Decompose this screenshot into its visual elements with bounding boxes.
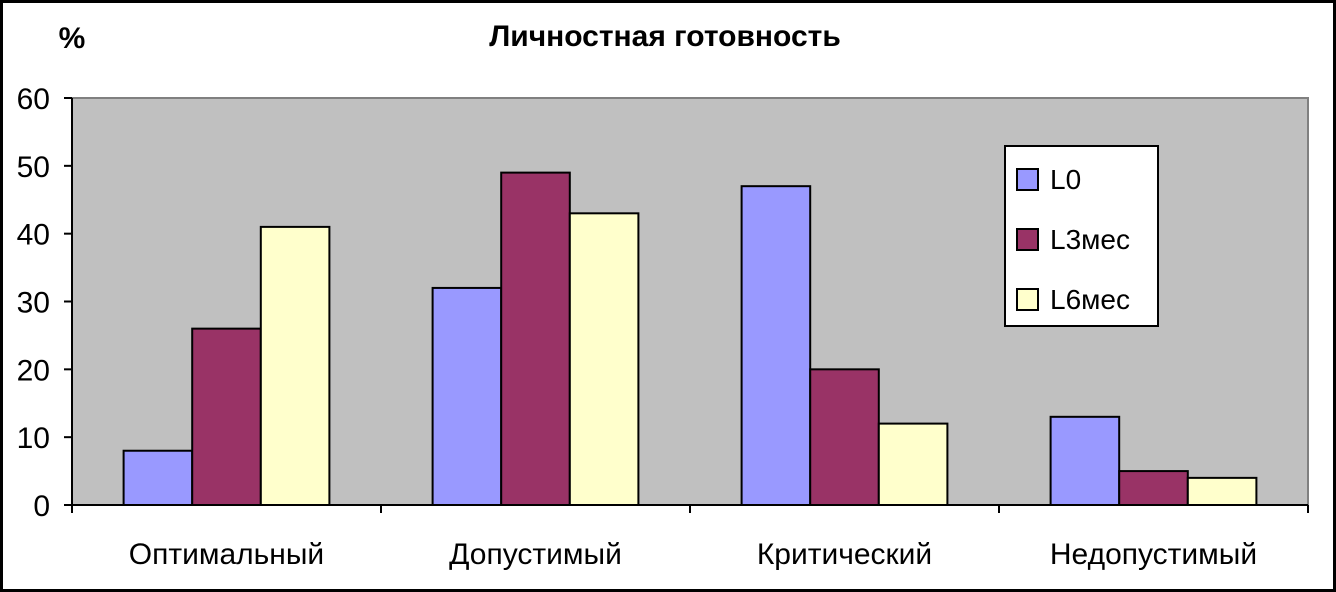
bar-L0-Оптимальный — [122, 449, 194, 507]
x-category-label: Допустимый — [449, 538, 622, 571]
bar-L3мес-Оптимальный — [191, 327, 262, 506]
legend-swatch — [1016, 168, 1039, 191]
y-tick-label: 0 — [33, 490, 50, 523]
bar-L3мес-Допустимый — [500, 171, 571, 506]
legend: L0 L3мес L6мес — [1004, 145, 1159, 327]
bars — [122, 171, 1258, 507]
y-tick-label: 30 — [17, 287, 50, 320]
legend-label: L6мес — [1050, 284, 1130, 315]
legend-label: L0 — [1050, 164, 1081, 195]
bar-L3мес-Недопустимый — [1118, 470, 1189, 507]
x-category-label: Критический — [757, 538, 932, 571]
chart-title: Личностная готовность — [489, 20, 841, 53]
x-category-label: Недопустимый — [1050, 538, 1257, 571]
y-tick-label: 50 — [17, 151, 50, 184]
y-axis: 0 10 20 30 40 50 60 — [17, 83, 73, 523]
y-tick-label: 10 — [17, 422, 50, 455]
bar-L6мес-Критический — [877, 422, 949, 507]
bar-L0-Недопустимый — [1049, 415, 1121, 507]
legend-swatch — [1016, 228, 1039, 251]
bar-L6мес-Допустимый — [568, 212, 640, 506]
legend-swatch — [1016, 288, 1039, 311]
x-category-label: Оптимальный — [129, 538, 324, 571]
legend-label: L3мес — [1050, 224, 1130, 255]
bar-L0-Допустимый — [431, 286, 503, 506]
y-tick-label: 40 — [17, 219, 50, 252]
bar-L0-Критический — [740, 185, 812, 507]
y-tick-label: 60 — [17, 83, 50, 116]
bar-L6мес-Оптимальный — [259, 225, 331, 506]
y-axis-label: % — [59, 22, 86, 55]
y-tick-label: 20 — [17, 354, 50, 387]
bar-L6мес-Недопустимый — [1186, 476, 1258, 507]
bar-L3мес-Критический — [809, 368, 880, 507]
